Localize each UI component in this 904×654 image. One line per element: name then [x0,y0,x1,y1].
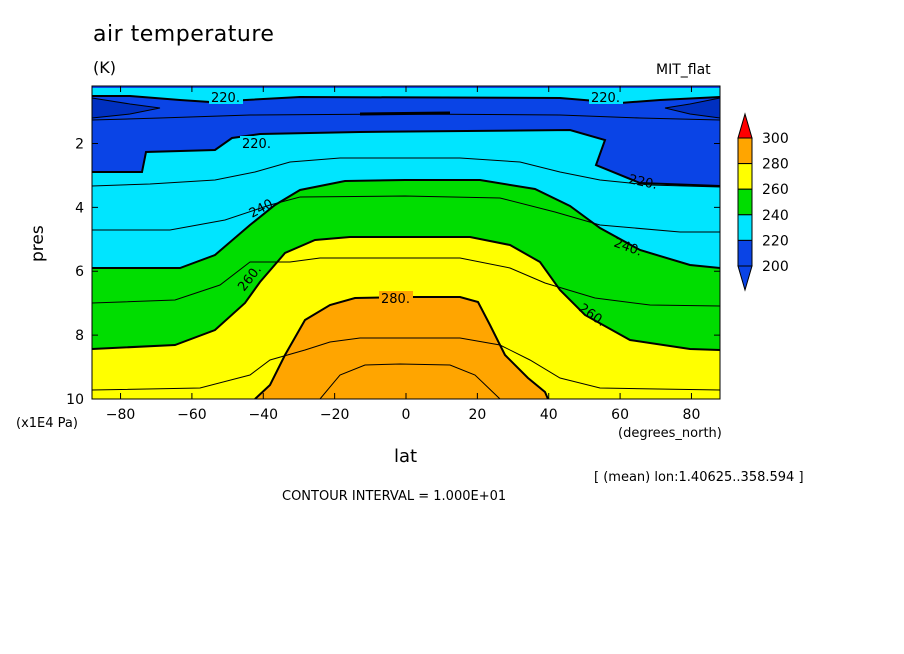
colorbar-under-triangle [737,265,753,292]
colorbar-swatch-280 [737,137,753,165]
band-280 [255,297,548,399]
y-tick-label: 10 [66,392,84,408]
colorbar: 300 280 260 240 220 200 [737,112,789,292]
x-tick-label: −40 [248,407,278,423]
y-tick-label: 4 [75,200,84,216]
x-tick-label: 20 [468,407,486,423]
contour-label: 280. [381,292,410,307]
x-axis: −80 −60 −40 −20 0 20 40 60 80 [106,86,701,423]
contour-interval: CONTOUR INTERVAL = 1.000E+01 [282,489,507,504]
colorbar-swatch-260 [737,163,753,190]
chart-units: (K) [93,58,116,77]
colorbar-label: 220 [762,233,789,249]
y-tick-label: 8 [75,328,84,344]
x-tick-label: 0 [402,407,411,423]
contour-lines [92,111,720,399]
colorbar-label: 200 [762,259,789,275]
model-name: MIT_flat [656,62,711,78]
colorbar-swatch-240 [737,188,753,216]
x-tick-label: −60 [177,407,207,423]
contour-label: 220. [242,137,271,152]
x-tick-label: 60 [611,407,629,423]
contour-lines-bold [92,95,720,399]
chart-title: air temperature [93,22,275,47]
colorbar-over-triangle [737,112,753,139]
x-axis-unit: (degrees_north) [618,426,722,441]
contour-fill-layer: 220. 220. 220. 220. 240. 240. 260. 260. … [92,86,720,399]
colorbar-swatch-220 [737,214,753,241]
y-axis: 2 4 6 8 10 [66,136,720,408]
y-axis-unit: (x1E4 Pa) [16,416,78,431]
x-tick-label: −80 [106,407,136,423]
band-200-top [200,97,620,107]
contour-label: 220. [627,172,658,193]
left-pocket [92,97,161,119]
colorbar-label: 240 [762,208,789,224]
x-tick-label: 40 [540,407,558,423]
mean-note: [ (mean) lon:1.40625..358.594 ] [594,470,804,485]
colorbar-label: 300 [762,131,789,147]
x-tick-label: −20 [320,407,350,423]
right-pocket [664,97,720,119]
x-tick-label: 80 [683,407,701,423]
contour-label: 220. [211,91,240,106]
y-tick-label: 6 [75,264,84,280]
colorbar-swatch-200 [737,239,753,267]
y-tick-label: 2 [75,136,84,152]
x-axis-label: lat [394,446,418,467]
colorbar-label: 260 [762,182,789,198]
colorbar-label: 280 [762,157,789,173]
contour-label: 220. [591,91,620,106]
